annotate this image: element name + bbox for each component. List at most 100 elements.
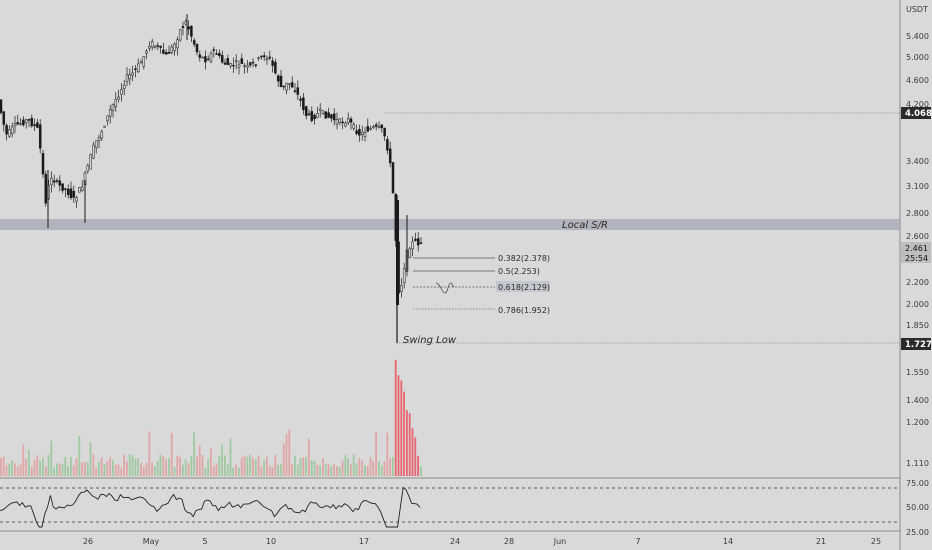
volume-bar	[182, 464, 184, 476]
candle-body	[265, 58, 269, 60]
time-tick-label: 28	[504, 537, 514, 546]
candle-body	[285, 82, 288, 91]
candle-body	[288, 83, 291, 85]
price-axis[interactable]: USDT 5.400 5.000 4.600 4.200 3.400 3.100 2.800…	[906, 5, 929, 537]
volume-bar	[246, 456, 249, 476]
candle-body	[72, 190, 76, 198]
candle-body	[0, 99, 3, 113]
time-tick-label: 21	[816, 537, 826, 546]
candle-body	[195, 43, 199, 53]
swing-low-label: Swing Low	[403, 335, 457, 346]
candle-body	[246, 65, 249, 68]
volume-bar	[380, 465, 383, 476]
volume-bar	[277, 465, 279, 476]
volume-bar	[198, 445, 201, 476]
volume-bar	[263, 459, 265, 476]
candle-body	[414, 238, 417, 241]
volume-bar	[333, 464, 335, 476]
price-tick-label: 3.400	[906, 157, 929, 166]
candle-body	[274, 61, 277, 74]
candle-body	[41, 153, 45, 175]
candle-body	[282, 85, 286, 88]
volume-bar	[58, 463, 61, 476]
candle-body	[330, 114, 333, 119]
candle-body	[276, 75, 280, 82]
candle-body	[408, 248, 412, 259]
candle-body	[391, 162, 395, 194]
local-sr-zone[interactable]	[0, 219, 900, 230]
volume-bar	[134, 458, 137, 476]
candle-body	[296, 87, 300, 95]
volume-bar	[308, 438, 310, 476]
price-marker-1727-text: 1.727	[905, 340, 932, 350]
volume-bar	[210, 448, 212, 476]
volume-bar	[95, 467, 97, 476]
fib-level-0382[interactable]: 0.382(2.378)	[413, 254, 550, 263]
candle-body	[142, 56, 146, 67]
projection-path	[435, 282, 455, 294]
quote-unit-label: USDT	[906, 5, 928, 14]
volume-bar	[257, 455, 260, 476]
volume-bar	[316, 464, 319, 476]
current-price-text: 2.461	[905, 244, 928, 253]
volume-bar	[392, 457, 394, 476]
fib-level-0618[interactable]: 0.618(2.129)	[413, 281, 550, 294]
volume-bar	[81, 462, 83, 476]
volume-tick-label: 1.400	[906, 396, 929, 405]
volume-bar	[254, 459, 257, 476]
price-tick-label: 1.850	[906, 321, 929, 330]
candle-body	[324, 111, 328, 119]
candle-body	[52, 180, 56, 183]
candle-body	[402, 268, 406, 284]
candle-body	[164, 51, 168, 55]
volume-bar	[299, 457, 302, 476]
candle-body	[388, 148, 392, 164]
candle-body	[251, 61, 255, 64]
volume-tick-label: 1.200	[906, 418, 929, 427]
volume-bar	[322, 458, 324, 476]
volume-bar	[319, 465, 321, 476]
volume-bar	[358, 458, 361, 476]
volume-bar	[204, 467, 207, 476]
volume-bar	[218, 455, 221, 476]
volume-bar	[8, 463, 11, 476]
volume-bar	[383, 461, 386, 476]
volume-bar	[131, 455, 134, 476]
volume-bar	[232, 467, 235, 476]
time-axis[interactable]: 26 May 5 10 17 24 28 Jun 7 14 21 25	[83, 537, 881, 546]
candle-body	[369, 128, 372, 130]
candle-body	[220, 54, 224, 63]
candle-body	[383, 127, 386, 137]
fib-level-05[interactable]: 0.5(2.253)	[413, 267, 540, 276]
candle-body	[268, 56, 272, 59]
volume-bar	[114, 464, 117, 476]
price-tick-label: 4.200	[906, 100, 929, 109]
volume-bar	[350, 464, 352, 476]
volume-bar	[14, 463, 16, 476]
candle-body	[262, 55, 266, 58]
volume-bar	[212, 465, 215, 476]
candle-body	[167, 52, 171, 54]
candle-body	[178, 29, 182, 41]
volume-bar	[187, 463, 190, 476]
volume-bar	[243, 455, 246, 476]
candle-body	[380, 124, 384, 129]
price-tick-label: 2.000	[906, 300, 929, 309]
volume-bar	[123, 454, 125, 476]
volume-bar	[47, 454, 50, 476]
fib-level-0786[interactable]: 0.786(1.952)	[413, 306, 550, 315]
volume-bar	[100, 457, 103, 476]
candle-body	[290, 82, 294, 88]
candle-body	[198, 54, 202, 58]
volume-bar	[112, 460, 114, 476]
volume-bar	[142, 466, 145, 476]
volume-bar	[341, 460, 344, 476]
volume-bar	[190, 455, 193, 476]
rsi-tick-label: 50.00	[906, 503, 929, 512]
candle-body	[44, 174, 48, 204]
price-marker-4068-text: 4.068	[905, 109, 932, 119]
candle-body	[170, 46, 174, 53]
candle-body	[131, 72, 134, 76]
volume-bar	[109, 457, 111, 476]
